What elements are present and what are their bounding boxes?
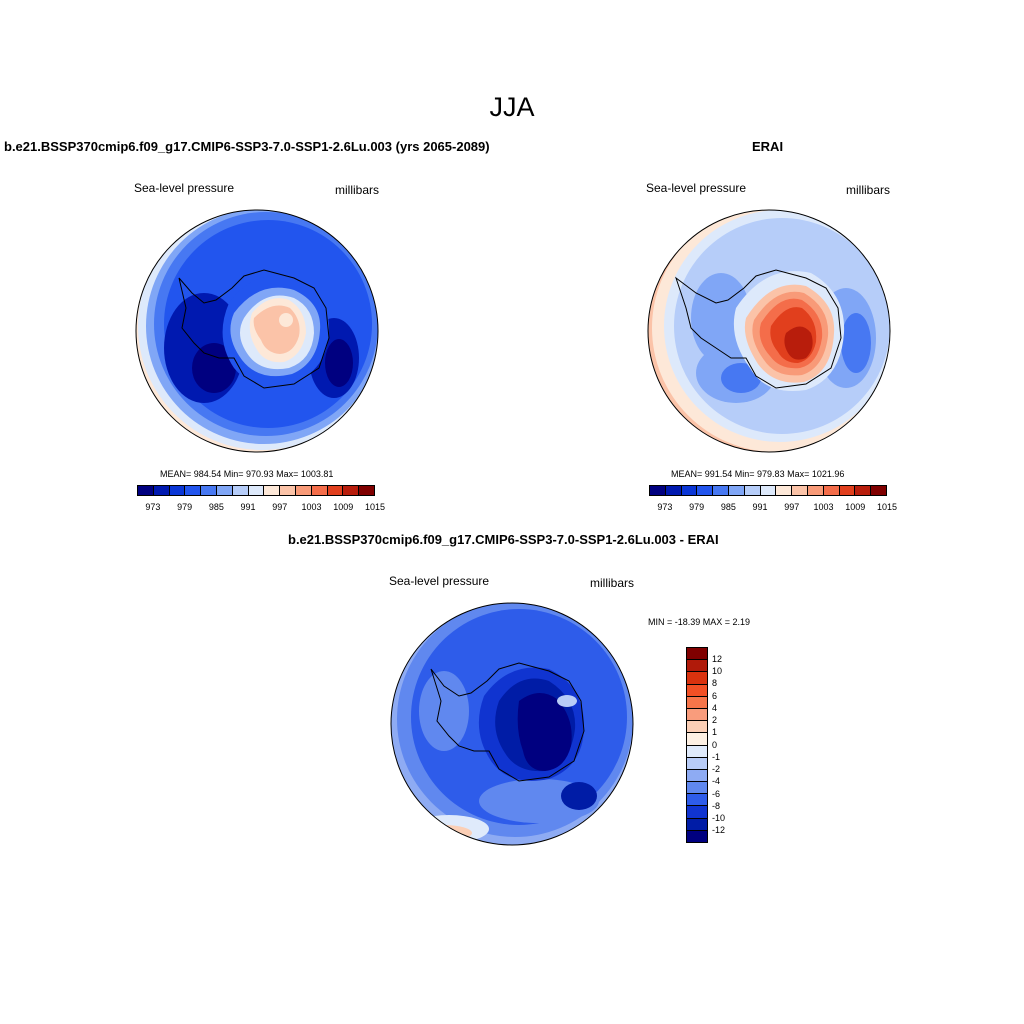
obs-colorbar-swatch [743, 486, 760, 495]
diff-colorbar-swatch [687, 756, 707, 769]
diff-colorbar-swatch [687, 805, 707, 818]
diff-colorbar-tick-label: 0 [712, 739, 718, 750]
obs-colorbar-tick-label: 1003 [813, 502, 834, 512]
model-colorbar-tick-label: 1009 [333, 502, 354, 512]
model-colorbar-swatch [138, 486, 153, 495]
obs-colorbar-tick-label: 1009 [845, 502, 866, 512]
obs-panel-title: ERAI [752, 139, 784, 154]
model-colorbar-swatch [231, 486, 248, 495]
obs-colorbar-swatch [712, 486, 728, 495]
obs-colorbar-swatch [759, 486, 776, 495]
model-colorbar [137, 485, 375, 496]
obs-colorbar-swatch [775, 486, 792, 495]
obs-colorbar-swatch [696, 486, 713, 495]
model-colorbar-swatch [215, 486, 232, 495]
obs-colorbar-swatch [822, 486, 839, 495]
model-colorbar-tick-label: 991 [240, 502, 256, 512]
diff-colorbar-swatch [687, 781, 707, 794]
model-colorbar-tick-label: 985 [208, 502, 224, 512]
diff-colorbar-swatch [687, 768, 707, 782]
diff-colorbar-tick-label: 2 [712, 715, 718, 725]
diff-colorbar-tick-label: -6 [712, 788, 721, 799]
obs-colorbar-swatch [727, 486, 744, 495]
diff-colorbar-tick-label: -4 [712, 776, 721, 787]
diff-colorbar-swatch [687, 659, 707, 672]
diff-colorbar-tick-label: -2 [712, 764, 721, 774]
diff-colorbar-tick-label: 1 [712, 727, 718, 738]
model-colorbar-swatch [168, 486, 185, 495]
diff-colorbar-labels: 12 10 8 6 4 2 1 0 -1 -2 -4 -6 -8 -10 -12 [712, 647, 752, 843]
diff-stats: MIN = -18.39 MAX = 2.19 [648, 617, 751, 627]
obs-polar-map [647, 209, 891, 453]
diff-units-label: millibars [590, 576, 635, 590]
obs-colorbar-swatch [838, 486, 855, 495]
main-title: JJA [489, 92, 535, 122]
obs-colorbar-tick-label: 973 [657, 502, 673, 512]
model-variable-label: Sea-level pressure [134, 181, 235, 195]
obs-colorbar-swatch [650, 486, 665, 495]
model-colorbar-swatch [358, 486, 374, 495]
obs-colorbar-swatch [870, 486, 886, 495]
model-colorbar-swatch [200, 486, 216, 495]
obs-colorbar-tick-label: 991 [752, 502, 768, 512]
obs-colorbar-tick-label: 985 [720, 502, 736, 512]
diff-colorbar-tick-label: 6 [712, 690, 718, 701]
model-colorbar-tick-label: 997 [272, 502, 288, 512]
obs-colorbar-swatch [854, 486, 871, 495]
diff-colorbar-swatch [687, 744, 707, 757]
diff-colorbar-swatch [687, 695, 707, 708]
diff-colorbar-tick-label: -10 [712, 813, 726, 823]
diff-colorbar-swatch [687, 817, 707, 830]
diff-colorbar-swatch [687, 671, 707, 684]
model-colorbar-tick-label: 979 [177, 502, 193, 512]
model-colorbar-swatch [152, 486, 169, 495]
obs-colorbar-swatch [680, 486, 697, 495]
obs-stats: MEAN= 991.54 Min= 979.83 Max= 1021.96 [671, 469, 845, 479]
diff-colorbar-swatch [687, 793, 707, 806]
model-polar-map [135, 209, 379, 453]
obs-colorbar-swatch [806, 486, 823, 495]
diff-colorbar-swatch [687, 683, 707, 696]
diff-colorbar-swatch [687, 720, 707, 733]
model-colorbar-tick-label: 1015 [364, 502, 386, 512]
model-colorbar-swatch [342, 486, 359, 495]
model-colorbar-swatch [247, 486, 264, 495]
obs-units-label: millibars [846, 183, 891, 197]
diff-colorbar-swatch [687, 648, 707, 660]
model-units-label: millibars [335, 183, 380, 197]
obs-colorbar-tick-label: 1015 [876, 502, 898, 512]
obs-colorbar-swatch [664, 486, 681, 495]
obs-colorbar-tick-label: 979 [689, 502, 705, 512]
diff-colorbar-tick-label: -8 [712, 800, 721, 811]
diff-variable-label: Sea-level pressure [389, 574, 490, 588]
obs-colorbar-swatch [791, 486, 807, 495]
obs-variable-label: Sea-level pressure [646, 181, 747, 195]
model-colorbar-swatch [326, 486, 343, 495]
diff-colorbar-tick-label: 8 [712, 678, 718, 689]
diff-colorbar-tick-label: -1 [712, 751, 721, 762]
diff-colorbar-swatch [687, 829, 707, 842]
obs-colorbar-labels: 973 979 985 991 997 1003 1009 1015 [649, 502, 897, 514]
model-panel-title: b.e21.BSSP370cmip6.f09_g17.CMIP6-SSP3-7.… [4, 139, 490, 154]
diff-colorbar-tick-label: 4 [712, 702, 718, 713]
model-colorbar-labels: 973 979 985 991 997 1003 1009 1015 [137, 502, 385, 514]
diff-polar-map [390, 602, 634, 846]
model-colorbar-tick-label: 1003 [301, 502, 322, 512]
model-colorbar-tick-label: 973 [145, 502, 161, 512]
diff-panel-title: b.e21.BSSP370cmip6.f09_g17.CMIP6-SSP3-7.… [288, 532, 719, 547]
diff-colorbar-swatch [687, 732, 707, 745]
obs-colorbar-tick-label: 997 [784, 502, 800, 512]
diff-colorbar [686, 647, 708, 843]
model-stats: MEAN= 984.54 Min= 970.93 Max= 1003.81 [160, 469, 334, 479]
model-colorbar-swatch [263, 486, 280, 495]
model-colorbar-swatch [294, 486, 311, 495]
diff-colorbar-tick-label: -12 [712, 825, 726, 836]
model-colorbar-swatch [184, 486, 201, 495]
model-colorbar-swatch [310, 486, 327, 495]
diff-colorbar-tick-label: 10 [712, 666, 723, 676]
diff-colorbar-tick-label: 12 [712, 653, 723, 664]
obs-colorbar [649, 485, 887, 496]
model-colorbar-swatch [279, 486, 295, 495]
diff-colorbar-swatch [687, 707, 707, 721]
